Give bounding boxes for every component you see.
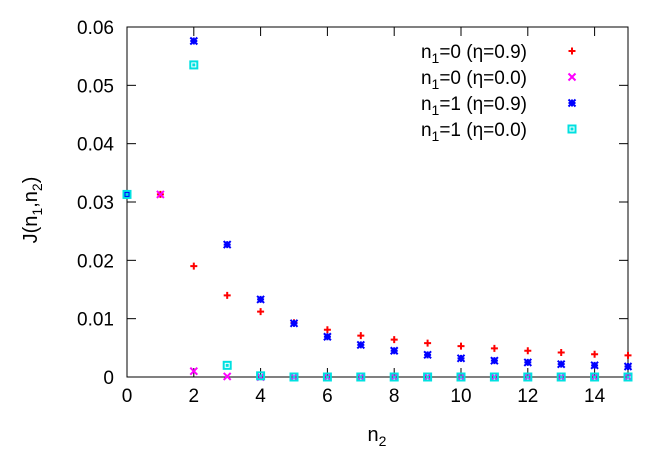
- legend-marker: [567, 98, 577, 108]
- data-point-series-3: [590, 361, 599, 370]
- plot-border: [126, 26, 629, 378]
- legend-label: n1=1 (η=0.0): [421, 120, 527, 144]
- legend-entry: n1=0 (η=0.0): [421, 68, 577, 92]
- data-point-series-3: [222, 240, 232, 249]
- data-point-series-4: [222, 360, 232, 370]
- data-point-series-1: [524, 347, 532, 355]
- data-point-series-4: [322, 372, 332, 382]
- y-tick-label: 0.02: [77, 251, 114, 272]
- data-point-series-3: [356, 340, 366, 350]
- data-point-series-4: [389, 372, 399, 382]
- data-point-series-2: [156, 190, 165, 199]
- data-point-series-1: [390, 336, 398, 344]
- data-point-series-1: [591, 350, 599, 358]
- data-point-series-1: [490, 344, 498, 352]
- x-tick-label: 14: [584, 386, 606, 407]
- data-point-series-1: [457, 342, 465, 350]
- data-point-series-3: [289, 319, 299, 328]
- x-tick-label: 8: [389, 386, 400, 407]
- legend-label: n1=1 (η=0.9): [421, 94, 527, 118]
- data-point-series-3: [556, 359, 566, 369]
- data-point-series-4: [289, 372, 299, 382]
- data-point-series-1: [257, 308, 265, 316]
- data-point-series-1: [357, 332, 365, 340]
- data-point-series-3: [189, 36, 199, 46]
- plot-frame: [126, 26, 629, 378]
- data-point-series-4: [623, 372, 633, 382]
- x-tick-label: 4: [255, 386, 266, 407]
- data-point-series-1: [557, 349, 565, 356]
- x-axis-title: n2: [368, 424, 387, 449]
- data-point-series-4: [356, 372, 366, 382]
- legend-marker: [568, 47, 576, 55]
- data-point-series-4: [456, 372, 466, 382]
- y-tick-label: 0: [103, 368, 114, 389]
- data-point-series-4: [489, 372, 499, 382]
- data-point-series-2: [189, 366, 199, 376]
- data-point-series-3: [423, 350, 432, 360]
- data-point-series-4: [256, 371, 266, 381]
- data-point-series-1: [190, 262, 198, 270]
- data-point-series-4: [122, 189, 132, 199]
- legend-entry: n1=1 (η=0.0): [421, 120, 577, 144]
- data-point-series-3: [256, 295, 265, 304]
- data-point-series-4: [523, 372, 533, 382]
- data-point-series-3: [456, 354, 466, 363]
- legend-label: n1=0 (η=0.9): [421, 42, 527, 66]
- data-point-series-1: [223, 291, 231, 299]
- data-point-series-3: [389, 346, 399, 355]
- x-tick-label: 12: [517, 386, 538, 407]
- legend-marker: [567, 72, 577, 82]
- x-tick-label: 10: [450, 386, 471, 407]
- legend-marker: [567, 124, 577, 134]
- y-tick-label: 0.06: [77, 18, 114, 39]
- data-point-series-4: [423, 372, 433, 382]
- x-tick-label: 2: [189, 386, 200, 407]
- legend-label: n1=0 (η=0.0): [421, 68, 527, 92]
- data-point-series-3: [323, 332, 332, 341]
- y-tick-label: 0.04: [77, 135, 114, 156]
- data-point-series-4: [556, 372, 566, 382]
- data-point-series-1: [624, 351, 632, 359]
- data-point-series-3: [623, 362, 633, 371]
- data-point-series-1: [424, 339, 432, 347]
- axis-ticks: 0 2 4 6 8 10 12 14 0 0.01 0.02 0.03 0.04 0.05 0.06: [77, 18, 628, 407]
- data-point-series-3: [523, 358, 533, 367]
- legend: n1=0 (η=0.9)n1=0 (η=0.0)n1=1 (η=0.9)n1=1…: [421, 42, 577, 144]
- data-point-series-2: [222, 372, 232, 381]
- y-tick-label: 0.05: [77, 76, 114, 97]
- y-tick-label: 0.01: [77, 310, 114, 331]
- legend-entry: n1=1 (η=0.9): [421, 94, 577, 118]
- x-tick-label: 6: [322, 386, 333, 407]
- y-axis-title: J(n1,n2): [20, 177, 45, 244]
- data-points: [122, 36, 633, 382]
- data-point-series-4: [189, 60, 199, 70]
- data-point-series-3: [490, 356, 499, 365]
- data-point-series-1: [323, 326, 331, 334]
- legend-entry: n1=0 (η=0.9): [421, 42, 576, 66]
- x-tick-label: 0: [122, 386, 133, 407]
- y-tick-label: 0.03: [77, 193, 114, 214]
- data-point-series-4: [590, 372, 600, 382]
